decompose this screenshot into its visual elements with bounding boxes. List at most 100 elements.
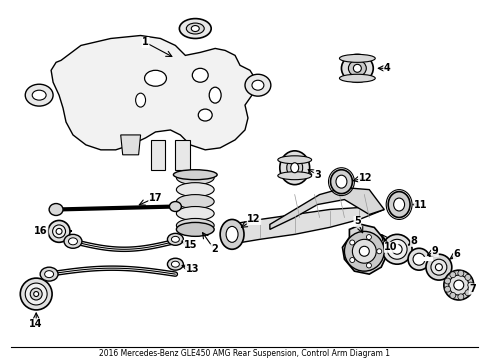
- Ellipse shape: [387, 192, 409, 217]
- Ellipse shape: [144, 70, 166, 86]
- Polygon shape: [230, 207, 384, 244]
- Ellipse shape: [220, 220, 244, 249]
- Ellipse shape: [25, 283, 47, 305]
- Ellipse shape: [279, 151, 309, 185]
- Circle shape: [376, 249, 381, 254]
- Circle shape: [453, 280, 463, 290]
- Circle shape: [464, 274, 470, 280]
- Text: 2016 Mercedes-Benz GLE450 AMG Rear Suspension, Control Arm Diagram 1: 2016 Mercedes-Benz GLE450 AMG Rear Suspe…: [98, 349, 389, 358]
- Polygon shape: [150, 140, 165, 170]
- Circle shape: [352, 239, 375, 263]
- Text: 5: 5: [353, 216, 360, 226]
- Ellipse shape: [48, 220, 70, 242]
- Ellipse shape: [407, 248, 429, 270]
- Ellipse shape: [56, 228, 62, 234]
- Text: 1: 1: [142, 37, 149, 48]
- Text: 11: 11: [413, 199, 427, 210]
- Ellipse shape: [353, 64, 361, 72]
- Ellipse shape: [176, 222, 214, 237]
- Text: 8: 8: [410, 236, 417, 246]
- Ellipse shape: [277, 156, 311, 164]
- Circle shape: [349, 240, 354, 245]
- Ellipse shape: [176, 183, 214, 197]
- Ellipse shape: [171, 237, 179, 242]
- Ellipse shape: [341, 54, 372, 82]
- Text: 6: 6: [452, 249, 459, 259]
- Ellipse shape: [191, 26, 199, 32]
- Ellipse shape: [53, 225, 65, 238]
- Circle shape: [444, 278, 449, 284]
- Ellipse shape: [64, 234, 82, 248]
- Ellipse shape: [179, 19, 211, 39]
- Polygon shape: [175, 140, 190, 170]
- Text: 12: 12: [247, 215, 260, 224]
- Polygon shape: [121, 135, 141, 155]
- Text: 7: 7: [468, 284, 475, 294]
- Ellipse shape: [434, 264, 442, 271]
- Ellipse shape: [173, 170, 217, 180]
- Text: 14: 14: [29, 319, 43, 329]
- Ellipse shape: [425, 254, 451, 280]
- Ellipse shape: [32, 90, 46, 100]
- Ellipse shape: [30, 288, 42, 300]
- Ellipse shape: [176, 171, 214, 185]
- Ellipse shape: [49, 203, 63, 216]
- Circle shape: [349, 257, 354, 262]
- Text: 12: 12: [358, 173, 371, 183]
- Ellipse shape: [186, 23, 204, 34]
- Ellipse shape: [192, 68, 208, 82]
- Ellipse shape: [25, 84, 53, 106]
- Ellipse shape: [209, 87, 221, 103]
- Ellipse shape: [339, 74, 374, 82]
- Text: 15: 15: [183, 240, 197, 250]
- Ellipse shape: [251, 80, 264, 90]
- Ellipse shape: [171, 261, 179, 267]
- Polygon shape: [51, 36, 254, 150]
- Text: 3: 3: [314, 170, 320, 180]
- Ellipse shape: [68, 238, 77, 245]
- Ellipse shape: [244, 74, 270, 96]
- Ellipse shape: [393, 198, 404, 211]
- Ellipse shape: [176, 195, 214, 208]
- Text: 16: 16: [34, 226, 48, 237]
- Circle shape: [444, 286, 449, 292]
- Ellipse shape: [443, 270, 473, 300]
- Ellipse shape: [339, 54, 374, 62]
- Circle shape: [366, 235, 371, 239]
- Ellipse shape: [391, 244, 401, 254]
- Circle shape: [449, 292, 455, 298]
- Ellipse shape: [382, 234, 411, 264]
- Ellipse shape: [20, 278, 52, 310]
- Ellipse shape: [34, 292, 39, 297]
- Circle shape: [449, 272, 455, 278]
- Ellipse shape: [430, 259, 446, 275]
- Text: 10: 10: [384, 242, 397, 252]
- Ellipse shape: [286, 158, 302, 178]
- Ellipse shape: [176, 219, 214, 232]
- Circle shape: [464, 290, 470, 296]
- Ellipse shape: [448, 275, 468, 295]
- Ellipse shape: [169, 202, 181, 211]
- Ellipse shape: [347, 60, 366, 76]
- Text: 9: 9: [430, 246, 437, 256]
- Text: 2: 2: [210, 244, 217, 254]
- Ellipse shape: [176, 207, 214, 220]
- Circle shape: [359, 246, 368, 256]
- Ellipse shape: [167, 258, 183, 270]
- Text: 13: 13: [185, 264, 199, 274]
- Ellipse shape: [412, 253, 424, 265]
- Ellipse shape: [135, 93, 145, 107]
- Ellipse shape: [335, 175, 346, 188]
- Ellipse shape: [225, 226, 238, 242]
- Text: 17: 17: [148, 193, 162, 203]
- Circle shape: [457, 270, 463, 276]
- Ellipse shape: [277, 172, 311, 180]
- Ellipse shape: [290, 163, 298, 173]
- Ellipse shape: [44, 271, 54, 278]
- Text: 4: 4: [383, 63, 390, 73]
- Ellipse shape: [198, 109, 212, 121]
- Polygon shape: [269, 188, 384, 229]
- Ellipse shape: [40, 267, 58, 281]
- Circle shape: [457, 294, 463, 300]
- Circle shape: [467, 282, 473, 288]
